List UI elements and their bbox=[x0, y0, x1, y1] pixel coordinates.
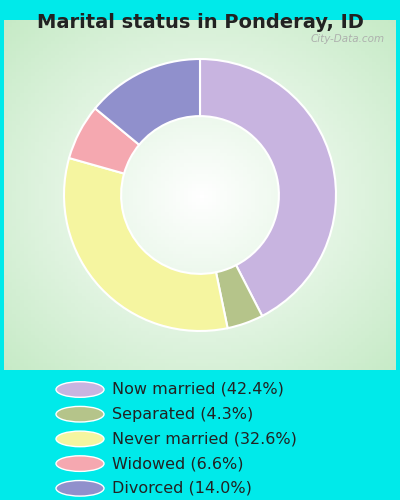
Text: City-Data.com: City-Data.com bbox=[310, 34, 384, 44]
Wedge shape bbox=[64, 158, 228, 331]
Wedge shape bbox=[69, 108, 139, 174]
Text: Never married (32.6%): Never married (32.6%) bbox=[112, 432, 297, 446]
Text: Marital status in Ponderay, ID: Marital status in Ponderay, ID bbox=[36, 12, 364, 32]
Wedge shape bbox=[95, 59, 200, 145]
Wedge shape bbox=[200, 59, 336, 316]
Text: Now married (42.4%): Now married (42.4%) bbox=[112, 382, 284, 397]
Circle shape bbox=[56, 382, 104, 398]
Wedge shape bbox=[216, 265, 262, 328]
Circle shape bbox=[56, 406, 104, 422]
Text: Separated (4.3%): Separated (4.3%) bbox=[112, 406, 253, 422]
Text: Divorced (14.0%): Divorced (14.0%) bbox=[112, 481, 252, 496]
Circle shape bbox=[56, 480, 104, 496]
Text: Widowed (6.6%): Widowed (6.6%) bbox=[112, 456, 244, 471]
Circle shape bbox=[56, 431, 104, 446]
Circle shape bbox=[56, 456, 104, 471]
